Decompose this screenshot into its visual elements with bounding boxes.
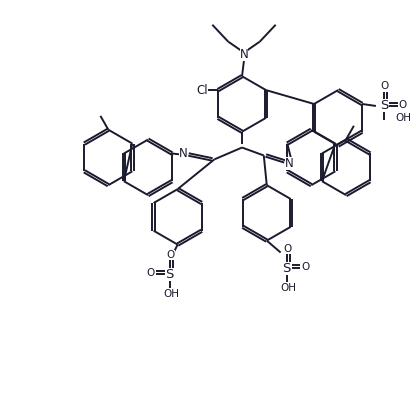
Text: Cl: Cl	[196, 83, 208, 97]
Text: S: S	[166, 268, 174, 281]
Text: O: O	[301, 262, 310, 272]
Text: N: N	[285, 157, 294, 170]
Text: S: S	[380, 100, 388, 113]
Text: O: O	[399, 100, 407, 110]
Text: OH: OH	[280, 283, 297, 293]
Text: O: O	[147, 268, 155, 278]
Text: S: S	[282, 262, 291, 275]
Text: O: O	[283, 243, 292, 254]
Text: N: N	[240, 48, 248, 61]
Text: N: N	[179, 147, 188, 160]
Text: O: O	[381, 81, 389, 91]
Text: OH: OH	[396, 113, 412, 123]
Text: O: O	[166, 250, 175, 260]
Text: OH: OH	[164, 289, 180, 299]
